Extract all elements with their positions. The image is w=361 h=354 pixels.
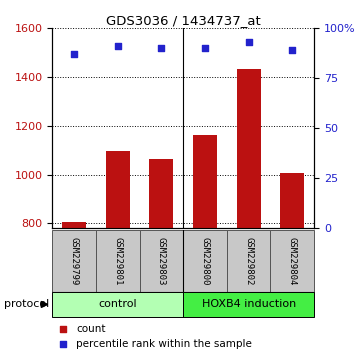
Bar [149, 159, 173, 228]
Bar [52, 230, 96, 292]
Point [158, 46, 164, 51]
Point [202, 46, 208, 51]
Bar [52, 292, 183, 317]
Point [60, 326, 66, 331]
Bar [62, 222, 86, 228]
Point [246, 40, 252, 45]
Text: count: count [76, 324, 105, 333]
Title: GDS3036 / 1434737_at: GDS3036 / 1434737_at [106, 14, 261, 27]
Text: protocol: protocol [4, 299, 49, 309]
Text: GSM229799: GSM229799 [70, 237, 79, 285]
Bar [193, 135, 217, 228]
Text: GSM229800: GSM229800 [200, 237, 209, 285]
Bar [183, 292, 314, 317]
Bar [237, 69, 261, 228]
Bar [183, 230, 227, 292]
Text: GSM229801: GSM229801 [113, 237, 122, 285]
Bar [227, 230, 270, 292]
Point [60, 341, 66, 347]
Bar [140, 230, 183, 292]
Point [71, 51, 77, 57]
Text: GSM229803: GSM229803 [157, 237, 166, 285]
Text: HOXB4 induction: HOXB4 induction [201, 299, 296, 309]
Text: control: control [99, 299, 137, 309]
Bar [96, 230, 140, 292]
Point [290, 47, 295, 53]
Point [115, 44, 121, 49]
Bar [106, 152, 130, 228]
Bar [280, 173, 304, 228]
Text: GSM229804: GSM229804 [288, 237, 297, 285]
Text: percentile rank within the sample: percentile rank within the sample [76, 339, 252, 349]
Bar [270, 230, 314, 292]
Text: GSM229802: GSM229802 [244, 237, 253, 285]
